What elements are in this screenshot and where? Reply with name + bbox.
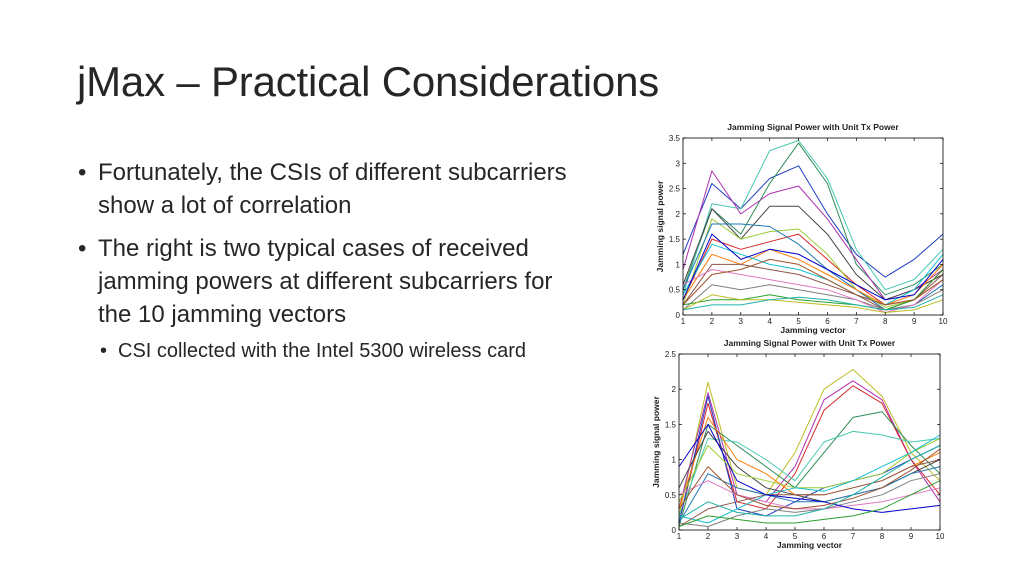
y-tick-label: 1 bbox=[676, 260, 681, 269]
series-line-17 bbox=[678, 448, 941, 510]
y-axis-label: Jamming signal power bbox=[651, 395, 661, 487]
series-line-12 bbox=[678, 434, 941, 524]
series-line-5 bbox=[678, 430, 941, 517]
series-line-4 bbox=[678, 411, 941, 527]
bullet-correlation: Fortunately, the CSIs of different subca… bbox=[78, 156, 578, 222]
chart-title: Jamming Signal Power with Unit Tx Power bbox=[727, 122, 899, 132]
series-line-1 bbox=[682, 165, 944, 278]
series-line-7 bbox=[682, 218, 944, 308]
series-line-2 bbox=[682, 142, 944, 296]
y-tick-label: 1.5 bbox=[669, 235, 681, 244]
series-line-16 bbox=[682, 233, 944, 301]
series-line-12 bbox=[682, 284, 944, 311]
series-line-11 bbox=[678, 480, 941, 510]
x-tick-label: 10 bbox=[939, 317, 948, 326]
x-tick-label: 8 bbox=[880, 532, 885, 541]
series-line-9 bbox=[678, 438, 941, 503]
slide-title: jMax – Practical Considerations bbox=[77, 58, 660, 105]
y-tick-label: 2.5 bbox=[665, 350, 677, 359]
x-tick-label: 5 bbox=[796, 317, 801, 326]
bullet-typical-cases: The right is two typical cases of receiv… bbox=[78, 232, 578, 331]
y-tick-label: 0 bbox=[676, 311, 681, 320]
series-line-18 bbox=[678, 445, 941, 520]
y-tick-label: 2 bbox=[676, 210, 681, 219]
x-tick-label: 3 bbox=[739, 317, 744, 326]
x-tick-label: 10 bbox=[936, 532, 945, 541]
x-tick-label: 7 bbox=[851, 532, 856, 541]
x-tick-label: 6 bbox=[822, 532, 827, 541]
series-line-17 bbox=[682, 258, 944, 306]
y-tick-label: 0.5 bbox=[665, 491, 677, 500]
y-tick-label: 1 bbox=[672, 456, 677, 465]
x-tick-label: 9 bbox=[909, 532, 914, 541]
chart-title: Jamming Signal Power with Unit Tx Power bbox=[724, 338, 896, 348]
sub-bullet-intel-5300: CSI collected with the Intel 5300 wirele… bbox=[78, 337, 578, 365]
y-tick-label: 3.5 bbox=[669, 134, 681, 143]
y-tick-label: 1.5 bbox=[665, 420, 677, 429]
bullet-list: Fortunately, the CSIs of different subca… bbox=[78, 156, 578, 365]
x-tick-label: 2 bbox=[710, 317, 715, 326]
x-tick-label: 6 bbox=[825, 317, 830, 326]
x-tick-label: 1 bbox=[681, 317, 686, 326]
series-line-16 bbox=[678, 480, 941, 527]
x-tick-label: 8 bbox=[883, 317, 888, 326]
series-line-9 bbox=[682, 248, 944, 306]
series-line-18 bbox=[682, 294, 944, 311]
plot-frame bbox=[682, 137, 944, 316]
x-tick-label: 5 bbox=[793, 532, 798, 541]
y-tick-label: 3 bbox=[676, 159, 681, 168]
y-axis-label: Jamming signal power bbox=[655, 180, 665, 272]
y-tick-label: 0 bbox=[672, 526, 677, 535]
x-axis-label: Jamming vector bbox=[777, 540, 843, 550]
series-line-3 bbox=[682, 140, 944, 295]
x-tick-label: 7 bbox=[854, 317, 859, 326]
x-tick-label: 1 bbox=[677, 532, 682, 541]
y-tick-label: 2 bbox=[672, 385, 677, 394]
series-line-13 bbox=[682, 269, 944, 311]
plot-frame bbox=[678, 353, 941, 531]
x-tick-label: 4 bbox=[767, 317, 772, 326]
series-line-13 bbox=[678, 459, 941, 527]
x-tick-label: 9 bbox=[912, 317, 917, 326]
series-line-15 bbox=[682, 294, 944, 313]
series-line-15 bbox=[678, 423, 941, 513]
series-line-2 bbox=[678, 380, 941, 510]
y-tick-label: 2.5 bbox=[669, 185, 681, 194]
x-tick-label: 4 bbox=[764, 532, 769, 541]
x-tick-label: 2 bbox=[706, 532, 711, 541]
series-line-14 bbox=[678, 473, 941, 527]
x-tick-label: 3 bbox=[735, 532, 740, 541]
y-tick-label: 0.5 bbox=[669, 286, 681, 295]
series-line-3 bbox=[678, 385, 941, 524]
x-axis-label: Jamming vector bbox=[780, 325, 846, 335]
